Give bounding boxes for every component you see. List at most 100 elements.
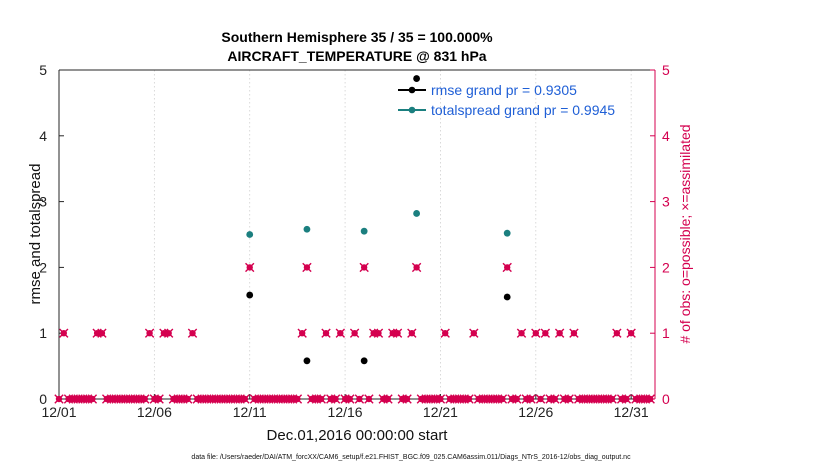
obs-assimilated-marker <box>497 394 508 404</box>
obs-assimilated-marker <box>540 328 551 338</box>
obs-count-point-2 <box>63 394 74 404</box>
obs-count-point-41 <box>249 394 260 404</box>
obs-count-point-18 <box>140 394 150 404</box>
obs-count-point-87 <box>469 328 479 338</box>
obs-assimilated-marker <box>187 328 198 338</box>
obs-assimilated-marker <box>240 394 250 404</box>
totalspread-point-3 <box>413 210 420 217</box>
obs-count-point-124 <box>645 394 655 404</box>
obs-count-point-63 <box>354 394 365 404</box>
y2-tick-label-5: 5 <box>662 62 670 78</box>
legend: rmse grand pr = 0.9305 totalspread grand… <box>398 82 615 118</box>
obs-assimilated-marker <box>54 394 64 404</box>
obs-assimilated-marker <box>407 328 417 338</box>
obs-count-point-71 <box>392 328 403 338</box>
obs-count-point-28 <box>187 328 198 338</box>
obs-count-point-39 <box>240 394 250 404</box>
obs-assimilated-marker <box>354 394 365 404</box>
obs-count-point-98 <box>521 394 531 404</box>
rmse-point-0 <box>246 291 254 299</box>
obs-count-point-69 <box>383 394 393 404</box>
obs-count-point-93 <box>497 394 508 404</box>
obs-assimilated-marker <box>359 262 369 273</box>
obs-assimilated-marker <box>564 394 574 404</box>
legend-rmse-label: rmse grand pr = 0.9305 <box>431 82 577 98</box>
obs-count-point-81 <box>440 328 450 338</box>
totalspread-point-2 <box>360 227 368 235</box>
y-tick-label-0: 0 <box>39 391 47 407</box>
legend-totalspread-marker <box>408 106 416 114</box>
obs-count-point-107 <box>564 394 574 404</box>
y-tick-label-2: 2 <box>39 259 47 275</box>
obs-assimilated-marker <box>550 394 560 404</box>
footer-data-file: data file: /Users/raeder/DAI/ATM_forcXX/… <box>191 454 631 461</box>
obs-assimilated-marker <box>464 394 474 404</box>
obs-assimilated-marker <box>402 394 412 404</box>
obs-assimilated-marker <box>531 328 541 338</box>
obs-assimilated-marker <box>392 328 403 338</box>
obs-count-point-55 <box>316 394 326 404</box>
x-tick-label-6: 12/31 <box>614 404 649 420</box>
obs-count-point-86 <box>464 394 474 404</box>
y-tick-label-1: 1 <box>39 325 47 341</box>
obs-count-point-40 <box>245 262 255 273</box>
obs-count-point-27 <box>183 394 193 404</box>
data-marks <box>54 75 655 404</box>
obs-assimilated-marker <box>321 328 331 338</box>
axes <box>58 69 656 400</box>
obs-assimilated-marker <box>140 394 150 404</box>
obs-count-point-75 <box>411 262 422 273</box>
obs-count-point-9 <box>97 328 107 338</box>
obs-count-point-56 <box>321 328 331 338</box>
obs-count-point-119 <box>621 394 632 404</box>
rmse-point-3 <box>413 75 420 82</box>
y2-tick-label-4: 4 <box>662 128 670 144</box>
rmse-point-4 <box>503 293 511 301</box>
x-ticks: 12/01 12/06 12/11 12/16 12/21 12/26 12/31 <box>41 394 649 420</box>
x-tick-label-3: 12/16 <box>328 404 363 420</box>
y2-axis-label: # of obs: o=possible; ×=assimilated <box>677 124 693 343</box>
obs-count-point-80 <box>435 394 446 404</box>
obs-count-point-67 <box>373 328 384 338</box>
obs-assimilated-marker <box>535 394 546 404</box>
y2-tick-label-0: 0 <box>662 391 670 407</box>
obs-count-point-100 <box>531 328 541 338</box>
obs-count-point-23 <box>163 328 174 338</box>
obs-assimilated-marker <box>245 262 255 273</box>
y-tick-label-4: 4 <box>39 128 47 144</box>
obs-count-point-51 <box>297 328 307 338</box>
obs-assimilated-marker <box>435 394 446 404</box>
obs-count-point-120 <box>626 328 636 338</box>
x-tick-label-0: 12/01 <box>41 404 76 420</box>
x-axis-label: Dec.01,2016 00:00:00 start <box>267 427 449 444</box>
obs-count-point-102 <box>540 328 551 338</box>
totalspread-point-0 <box>246 231 254 238</box>
obs-assimilated-marker <box>440 328 450 338</box>
obs-assimilated-marker <box>512 394 522 404</box>
obs-assimilated-marker <box>87 394 98 404</box>
obs-assimilated-marker <box>626 328 636 338</box>
obs-count-point-101 <box>535 394 546 404</box>
totalspread-point-4 <box>503 229 511 237</box>
x-tick-label-5: 12/26 <box>518 404 553 420</box>
obs-assimilated-marker <box>411 262 422 273</box>
obs-assimilated-marker <box>345 394 355 404</box>
obs-assimilated-marker <box>97 328 107 338</box>
obs-count-point-117 <box>612 328 622 338</box>
obs-count-point-97 <box>516 328 527 338</box>
obs-assimilated-marker <box>364 394 374 404</box>
y2-ticks: 0 1 2 3 4 5 <box>650 62 670 407</box>
obs-count-point-21 <box>154 394 164 404</box>
obs-count-point-73 <box>402 394 412 404</box>
obs-count-point-74 <box>407 328 417 338</box>
obs-assimilated-marker <box>621 394 632 404</box>
legend-totalspread-label: totalspread grand pr = 0.9945 <box>431 102 615 118</box>
obs-assimilated-marker <box>292 394 303 404</box>
obs-assimilated-marker <box>516 328 527 338</box>
obs-assimilated-marker <box>349 328 360 338</box>
obs-assimilated-marker <box>144 328 155 338</box>
obs-count-point-104 <box>550 394 560 404</box>
obs-assimilated-marker <box>183 394 193 404</box>
obs-count-point-96 <box>512 394 522 404</box>
obs-count-point-58 <box>330 394 341 404</box>
